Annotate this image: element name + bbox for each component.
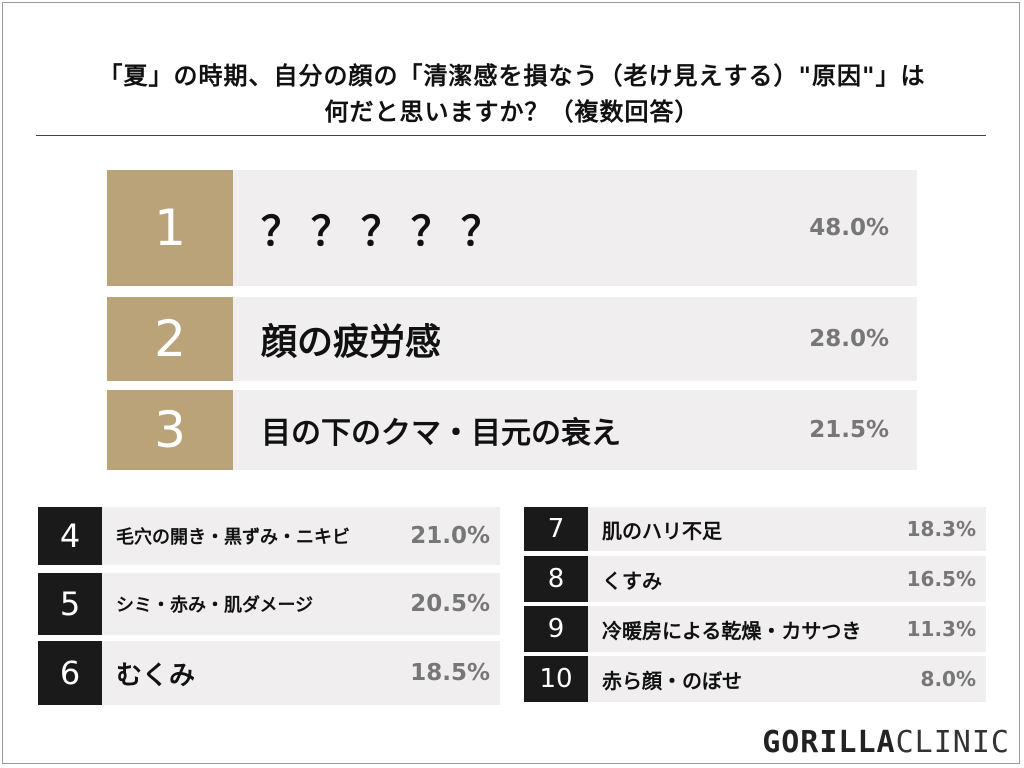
value-label: 21.0% xyxy=(410,523,490,549)
logo-light-text: CLINIC xyxy=(895,725,1010,760)
rank-number-1: 1 xyxy=(107,170,233,286)
category-label: 赤ら顔・のぼせ xyxy=(602,668,742,693)
rank-number-6: 6 xyxy=(38,641,102,705)
category-label: 冷暖房による乾燥・カサつき xyxy=(602,618,862,643)
gorilla-clinic-logo: GORILLACLINIC xyxy=(762,725,1010,760)
value-label: 28.0% xyxy=(809,326,889,352)
value-label: 18.3% xyxy=(906,517,976,541)
ranking-row: 10 赤ら顔・のぼせ 8.0% xyxy=(524,656,986,702)
value-label: 18.5% xyxy=(410,660,490,686)
category-label: くすみ xyxy=(602,568,662,593)
ranking-row: 4 毛穴の開き・黒ずみ・ニキビ 21.0% xyxy=(38,507,500,565)
rank-number-10: 10 xyxy=(524,656,588,702)
category-label: むくみ xyxy=(116,660,196,691)
value-label: 48.0% xyxy=(809,215,889,241)
ranking-row: 7 肌のハリ不足 18.3% xyxy=(524,507,986,551)
ranking-row: 2 顔の疲労感 28.0% xyxy=(107,297,917,381)
rank-number-9: 9 xyxy=(524,606,588,652)
title-line-1: 「夏」の時期、自分の顔の「清潔感を損なう（老け見えする）"原因"」は xyxy=(98,62,926,90)
rank-number-7: 7 xyxy=(524,507,588,551)
ranking-row: 6 むくみ 18.5% xyxy=(38,641,500,705)
rank-number-8: 8 xyxy=(524,556,588,602)
rank-number-5: 5 xyxy=(38,573,102,635)
ranking-row: 3 目の下のクマ・目元の衰え 21.5% xyxy=(107,390,917,470)
chart-title: 「夏」の時期、自分の顔の「清潔感を損なう（老け見えする）"原因"」は 何だと思い… xyxy=(40,58,984,130)
rank-number-3: 3 xyxy=(107,390,233,470)
value-label: 21.5% xyxy=(809,417,889,443)
rank-number-4: 4 xyxy=(38,507,102,565)
category-label: シミ・赤み・肌ダメージ xyxy=(116,595,314,616)
ranking-row: 5 シミ・赤み・肌ダメージ 20.5% xyxy=(38,573,500,635)
logo-bold-text: GORILLA xyxy=(762,725,896,760)
ranking-row: 9 冷暖房による乾燥・カサつき 11.3% xyxy=(524,606,986,652)
category-label: 顔の疲労感 xyxy=(261,322,442,363)
category-label: 目の下のクマ・目元の衰え xyxy=(261,416,621,451)
category-label: 毛穴の開き・黒ずみ・ニキビ xyxy=(116,527,350,548)
value-label: 20.5% xyxy=(410,591,490,617)
title-line-2: 何だと思いますか？（複数回答） xyxy=(324,98,700,126)
ranking-row: 1 ？？？？？ 48.0% xyxy=(107,170,917,286)
title-divider xyxy=(36,135,986,136)
category-label: 肌のハリ不足 xyxy=(602,518,722,543)
value-label: 16.5% xyxy=(906,567,976,591)
ranking-row: 8 くすみ 16.5% xyxy=(524,556,986,602)
value-label: 11.3% xyxy=(906,617,976,641)
category-label: ？？？？？ xyxy=(261,209,511,255)
rank-number-2: 2 xyxy=(107,297,233,381)
value-label: 8.0% xyxy=(920,667,976,691)
